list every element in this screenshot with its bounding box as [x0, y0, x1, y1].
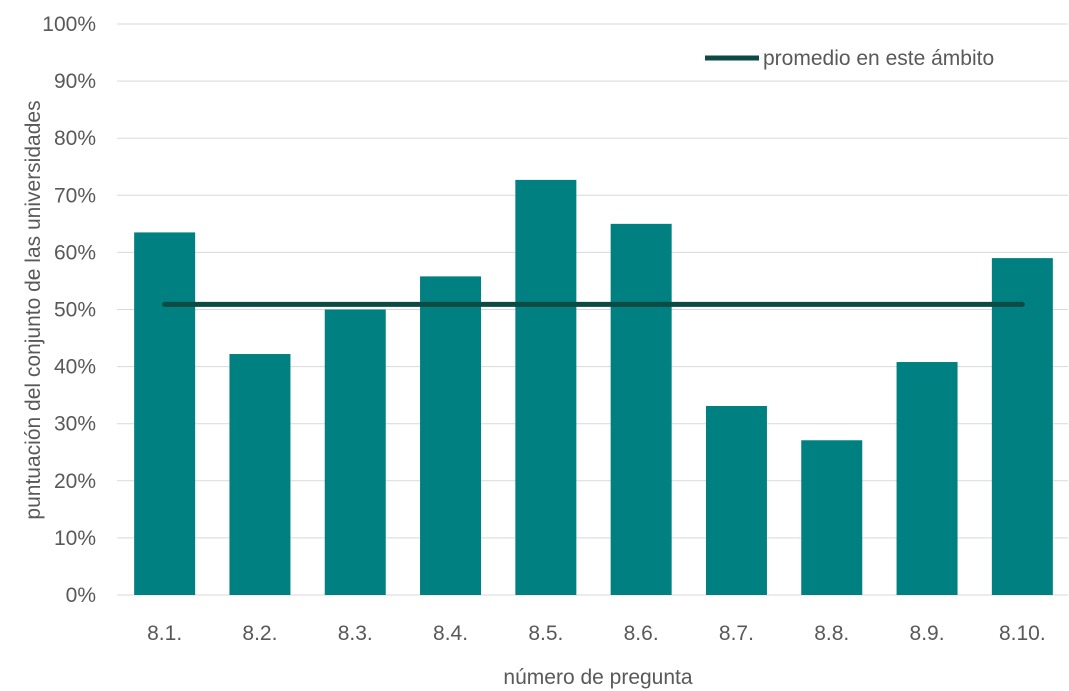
x-tick-label: 8.8.: [814, 622, 849, 645]
y-tick-label: 70%: [54, 184, 96, 207]
x-tick-label: 8.3.: [338, 622, 373, 645]
y-tick-label: 30%: [54, 413, 96, 436]
bar: [896, 362, 958, 595]
x-axis-title: número de pregunta: [503, 666, 692, 689]
bar: [134, 232, 196, 596]
x-tick-label: 8.7.: [719, 622, 754, 645]
y-tick-label: 20%: [54, 470, 96, 493]
legend: promedio en este ámbito: [705, 47, 994, 70]
x-tick-label: 8.1.: [147, 622, 182, 645]
bar: [705, 405, 767, 595]
y-tick-label: 80%: [54, 127, 96, 150]
y-tick-label: 10%: [54, 527, 96, 550]
bar: [229, 354, 291, 595]
y-axis-ticks: 0% 10% 20% 30% 40% 50% 60% 70% 80% 90% 100%: [42, 13, 96, 607]
x-axis-ticks: 8.1. 8.2. 8.3. 8.4. 8.5. 8.6. 8.7. 8.8. 8.9. 8.10…: [147, 622, 1046, 645]
legend-label: promedio en este ámbito: [763, 47, 994, 70]
y-tick-label: 100%: [42, 13, 96, 36]
y-tick-label: 0%: [66, 584, 96, 607]
y-tick-label: 90%: [54, 70, 96, 93]
bar: [515, 179, 577, 595]
x-tick-label: 8.2.: [242, 622, 277, 645]
y-tick-label: 40%: [54, 356, 96, 379]
bar: [991, 258, 1053, 595]
y-tick-label: 50%: [54, 299, 96, 322]
x-tick-label: 8.10.: [999, 622, 1046, 645]
y-tick-label: 60%: [54, 241, 96, 264]
x-tick-label: 8.4.: [433, 622, 468, 645]
bar: [610, 223, 672, 595]
x-tick-label: 8.6.: [624, 622, 659, 645]
y-axis-title: puntuación del conjunto de las universid…: [22, 100, 45, 519]
x-tick-label: 8.9.: [910, 622, 945, 645]
bar: [420, 276, 482, 595]
bar-series: [134, 179, 1053, 596]
x-tick-label: 8.5.: [528, 622, 563, 645]
bar: [801, 440, 863, 595]
bar: [324, 309, 386, 595]
